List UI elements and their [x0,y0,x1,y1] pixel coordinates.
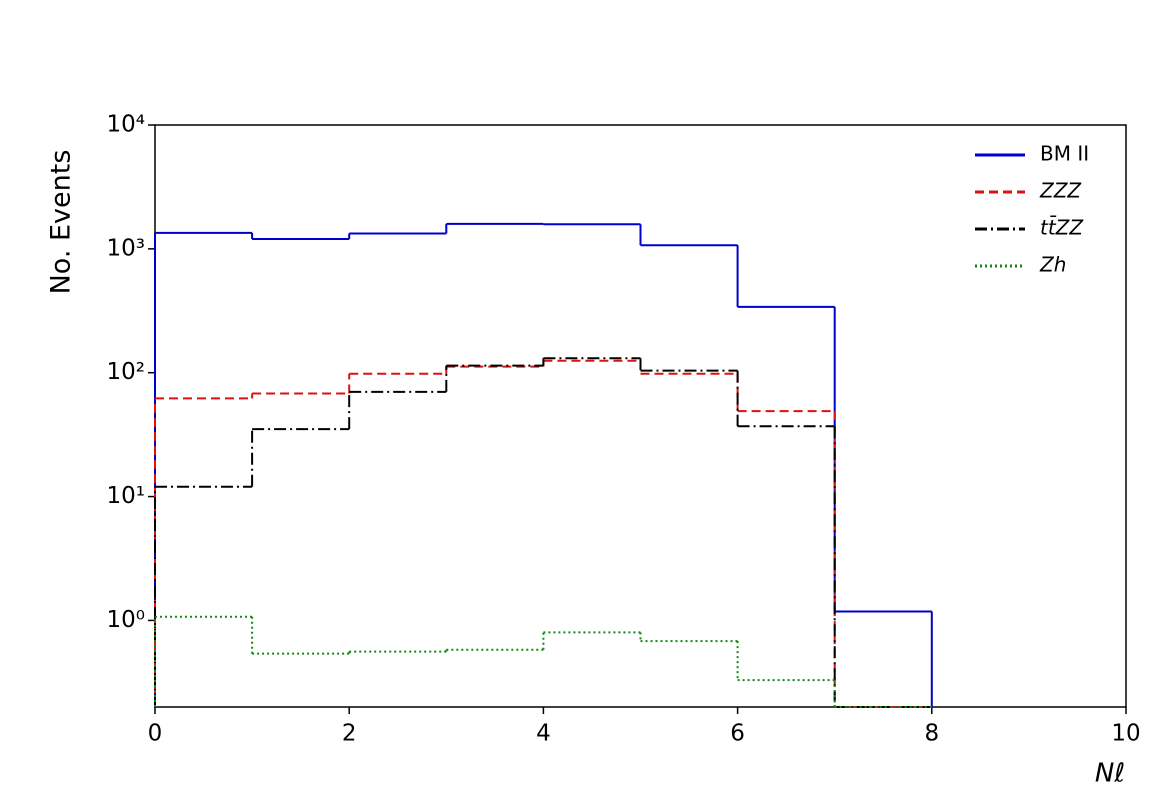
y-tick-label: 10¹ [107,483,146,509]
x-axis-label: Nℓ [1095,759,1125,789]
y-axis-label: No. Events [46,150,77,295]
plot-frame [154,124,1127,708]
y-tick-label: 10⁰ [107,607,146,633]
legend-label: BM II [1040,142,1089,166]
x-tick-label: 10 [1111,721,1140,747]
legend-label: ZZZ [1039,179,1082,203]
legend-label: tt̄ZZ [1040,215,1084,240]
x-tick-label: 8 [924,721,939,747]
y-tick-label: 10⁴ [107,112,146,138]
y-tick-label: 10³ [107,235,146,261]
legend-label: Zh [1039,253,1066,277]
x-tick-label: 2 [342,721,357,747]
x-tick-label: 4 [536,721,551,747]
y-tick-label: 10² [107,359,146,385]
x-tick-label: 6 [730,721,745,747]
x-tick-label: 0 [148,721,163,747]
